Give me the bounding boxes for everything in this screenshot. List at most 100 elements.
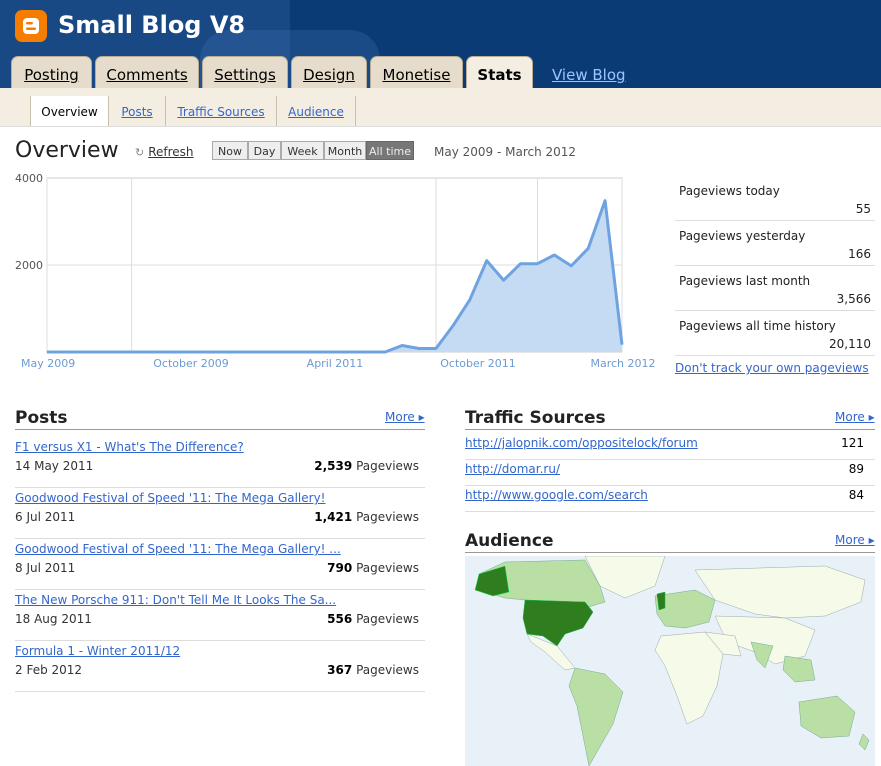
stat-value: 3,566	[836, 292, 871, 306]
data-point	[520, 263, 522, 265]
stat-value: 20,110	[829, 337, 871, 351]
post-title-link[interactable]: F1 versus X1 - What's The Difference?	[15, 440, 244, 454]
data-point	[350, 351, 352, 353]
subnav-overview[interactable]: Overview	[30, 96, 109, 126]
post-date: 18 Aug 2011	[15, 612, 92, 626]
blogger-logo-icon[interactable]	[15, 10, 47, 42]
post-pageviews: 2,539 Pageviews	[314, 459, 419, 473]
post-title-link[interactable]: Goodwood Festival of Speed '11: The Mega…	[15, 542, 341, 556]
stat-label: Pageviews yesterday	[679, 229, 806, 243]
traffic-row: http://jalopnik.com/oppositelock/forum 1…	[465, 433, 875, 460]
data-point	[266, 351, 268, 353]
tab-monetise[interactable]: Monetise	[370, 56, 463, 88]
post-pageviews: 556 Pageviews	[327, 612, 419, 626]
x-tick-label: March 2012	[590, 357, 655, 370]
traffic-count: 89	[848, 462, 864, 476]
stats-subnav: Overview Posts Traffic Sources Audience	[0, 96, 881, 127]
refresh-button[interactable]: ↻ Refresh	[135, 145, 194, 159]
data-point	[317, 351, 319, 353]
post-date: 8 Jul 2011	[15, 561, 76, 575]
data-point	[232, 351, 234, 353]
traffic-count: 84	[848, 488, 864, 502]
posts-divider	[15, 429, 425, 430]
y-tick-label: 4000	[15, 172, 43, 185]
tab-strip	[0, 88, 881, 96]
subnav-traffic-sources[interactable]: Traffic Sources	[166, 96, 277, 126]
tab-design[interactable]: Design	[291, 56, 367, 88]
data-point	[334, 351, 335, 353]
tab-comments[interactable]: Comments	[95, 56, 199, 88]
traffic-url-link[interactable]: http://jalopnik.com/oppositelock/forum	[465, 436, 698, 450]
stat-label: Pageviews last month	[679, 274, 811, 288]
traffic-url-link[interactable]: http://www.google.com/search	[465, 488, 648, 502]
refresh-icon: ↻	[135, 146, 145, 159]
tab-posting[interactable]: Posting	[11, 56, 92, 88]
x-tick-label: October 2009	[153, 357, 229, 370]
stat-today: Pageviews today 55	[675, 176, 875, 221]
post-title-link[interactable]: Formula 1 - Winter 2011/12	[15, 644, 181, 658]
data-point	[147, 351, 149, 353]
stat-last-month: Pageviews last month 3,566	[675, 266, 875, 311]
traffic-heading: Traffic Sources	[465, 408, 606, 428]
post-date: 2 Feb 2012	[15, 663, 83, 677]
range-day-button[interactable]: Day	[248, 141, 281, 160]
post-row: Goodwood Festival of Speed '11: The Mega…	[15, 538, 425, 590]
post-row: F1 versus X1 - What's The Difference? 14…	[15, 436, 425, 488]
dont-track-link[interactable]: Don't track your own pageviews	[675, 361, 869, 375]
data-point	[604, 200, 606, 202]
stat-label: Pageviews today	[679, 184, 780, 198]
post-row: Goodwood Festival of Speed '11: The Mega…	[15, 487, 425, 539]
audience-heading: Audience	[465, 531, 554, 551]
data-point	[384, 351, 386, 353]
pageview-stats: Pageviews today 55 Pageviews yesterday 1…	[675, 176, 875, 356]
stat-value: 55	[855, 202, 871, 216]
post-date: 6 Jul 2011	[15, 510, 76, 524]
traffic-url-link[interactable]: http://domar.ru/	[465, 462, 560, 476]
data-point	[587, 247, 589, 249]
data-point	[46, 351, 48, 353]
range-now-button[interactable]: Now	[212, 141, 248, 160]
tab-settings[interactable]: Settings	[202, 56, 288, 88]
traffic-divider	[465, 429, 875, 430]
post-title-link[interactable]: Goodwood Festival of Speed '11: The Mega…	[15, 491, 326, 505]
stat-all-time: Pageviews all time history 20,110	[675, 311, 875, 356]
subnav-audience[interactable]: Audience	[277, 96, 356, 126]
data-point	[63, 351, 65, 353]
range-month-button[interactable]: Month	[324, 141, 366, 160]
data-point	[486, 260, 488, 262]
data-point	[570, 265, 572, 267]
data-point	[418, 348, 420, 350]
x-tick-label: May 2009	[21, 357, 75, 370]
data-point	[435, 348, 437, 350]
tab-stats[interactable]: Stats	[466, 56, 533, 88]
x-tick-label: October 2011	[440, 357, 516, 370]
stat-label: Pageviews all time history	[679, 319, 836, 333]
post-title-link[interactable]: The New Porsche 911: Don't Tell Me It Lo…	[15, 593, 337, 607]
date-range-label: May 2009 - March 2012	[434, 145, 577, 159]
y-tick-label: 2000	[15, 259, 43, 272]
audience-divider	[465, 552, 875, 553]
traffic-more-link[interactable]: More ▸	[835, 410, 875, 424]
range-alltime-button[interactable]: All time	[366, 141, 414, 160]
data-point	[621, 344, 623, 346]
post-pageviews: 1,421 Pageviews	[314, 510, 419, 524]
data-point	[198, 351, 200, 353]
refresh-label: Refresh	[148, 145, 194, 159]
data-point	[536, 263, 538, 265]
blog-title: Small Blog V8	[58, 11, 246, 39]
posts-more-link[interactable]: More ▸	[385, 410, 425, 424]
post-row: Formula 1 - Winter 2011/12 2 Feb 2012 36…	[15, 640, 425, 692]
traffic-row: http://domar.ru/ 89	[465, 459, 875, 486]
audience-world-map[interactable]	[465, 556, 875, 766]
data-point	[164, 351, 166, 353]
range-week-button[interactable]: Week	[281, 141, 324, 160]
pageviews-chart: 4000 2000 May 2009 October 2009 April 2011 Oc…	[15, 172, 656, 370]
data-point	[283, 351, 285, 353]
audience-more-link[interactable]: More ▸	[835, 533, 875, 547]
post-pageviews: 367 Pageviews	[327, 663, 419, 677]
view-blog-link[interactable]: View Blog	[552, 66, 626, 84]
subnav-posts[interactable]: Posts	[109, 96, 166, 126]
data-point	[97, 351, 99, 353]
data-point	[401, 344, 403, 346]
data-point	[300, 351, 302, 353]
